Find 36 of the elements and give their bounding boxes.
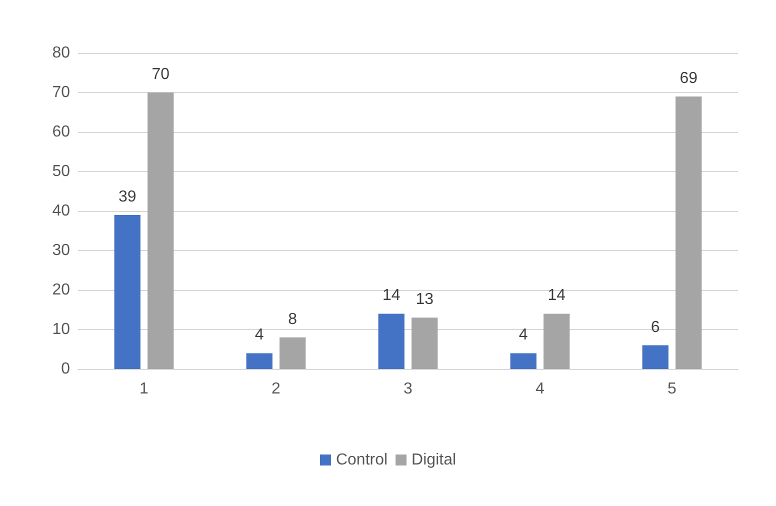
legend-label: Digital <box>412 452 456 468</box>
data-label: 13 <box>416 291 434 308</box>
bar <box>280 337 306 369</box>
x-tick-label: 5 <box>668 380 677 398</box>
data-label: 69 <box>680 70 698 87</box>
y-tick-label: 40 <box>52 202 70 220</box>
bar <box>544 314 570 369</box>
data-label: 14 <box>382 287 400 304</box>
data-label: 39 <box>118 188 136 206</box>
y-tick-label: 10 <box>52 321 70 338</box>
data-label: 8 <box>288 310 298 328</box>
x-tick-label: 4 <box>536 380 545 398</box>
bar <box>676 96 702 369</box>
x-tick-label: 3 <box>404 380 413 398</box>
bar <box>148 92 174 369</box>
y-tick-label: 80 <box>52 44 70 62</box>
y-tick-label: 30 <box>52 242 70 259</box>
data-label: 4 <box>254 326 264 344</box>
x-tick-label: 1 <box>140 380 149 398</box>
y-tick-label: 20 <box>52 282 70 298</box>
bar <box>378 314 404 369</box>
bar <box>642 345 668 369</box>
y-tick-label: 70 <box>52 84 70 101</box>
data-label: 14 <box>548 287 566 304</box>
y-tick-label: 60 <box>52 124 70 140</box>
bar <box>510 353 536 369</box>
x-tick-label: 2 <box>272 380 281 398</box>
bar <box>246 353 272 369</box>
y-tick-label: 0 <box>61 360 70 378</box>
legend-label: Control <box>336 452 388 468</box>
data-label: 4 <box>518 326 528 344</box>
data-label: 6 <box>650 318 660 336</box>
data-label: 70 <box>152 66 170 83</box>
bar <box>114 214 140 369</box>
bar <box>412 318 438 369</box>
y-tick-label: 50 <box>52 163 70 180</box>
